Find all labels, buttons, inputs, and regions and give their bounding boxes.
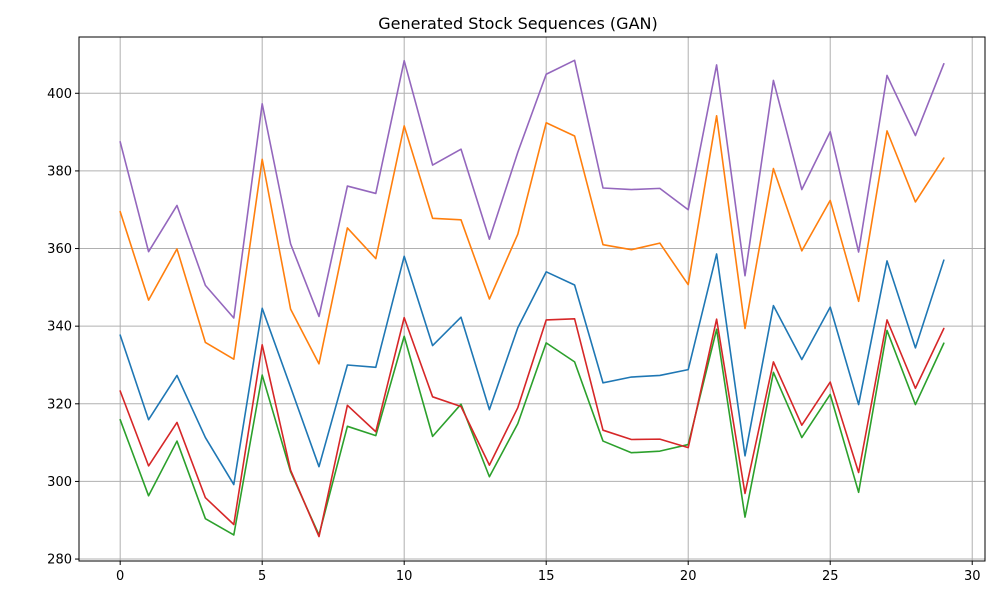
series-lines [119,59,945,538]
x-tick-label-2: 10 [396,569,413,584]
grid [79,37,985,561]
series-line-5 [119,59,945,319]
series-line-3 [119,328,945,536]
x-tick-label-6: 30 [964,569,981,584]
y-tick-label-3: 340 [47,320,72,335]
x-tick-label-1: 5 [258,569,266,584]
series-line-1 [119,253,945,486]
y-tick-label-2: 320 [47,397,72,412]
axes: 0 5 10 15 20 25 30 280 300 320 340 360 380 400 [47,36,986,584]
plot-frame [78,36,986,562]
series-line-2 [119,114,945,365]
y-tick-label-5: 380 [47,164,72,179]
y-tick-label-1: 300 [47,475,72,490]
x-tick-label-4: 20 [680,569,697,584]
y-tick-label-6: 400 [47,87,72,102]
y-tick-label-4: 360 [47,242,72,257]
y-tick-label-0: 280 [47,553,72,568]
x-tick-label-0: 0 [116,569,124,584]
x-tick-label-5: 25 [822,569,839,584]
x-tick-label-3: 15 [538,569,555,584]
chart-title: Generated Stock Sequences (GAN) [378,14,657,33]
series-line-4 [119,316,945,538]
